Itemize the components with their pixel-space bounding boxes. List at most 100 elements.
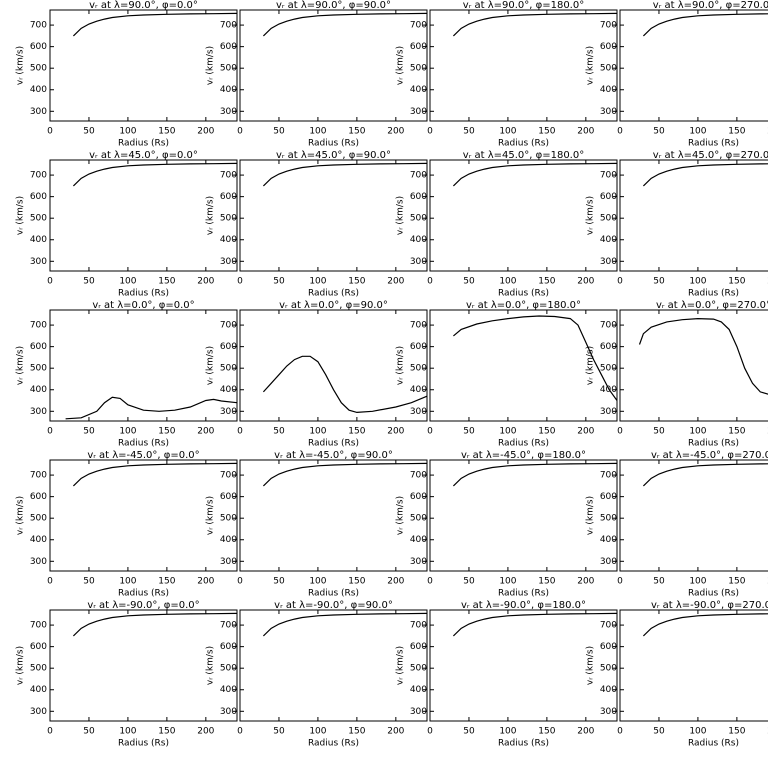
x-tick-label: 50	[653, 127, 665, 137]
x-tick-label: 200	[577, 427, 594, 437]
y-tick-label: 400	[600, 235, 617, 245]
x-tick-label: 150	[348, 127, 365, 137]
y-tick-label: 600	[220, 192, 237, 202]
data-line	[452, 612, 618, 637]
y-tick-label: 300	[600, 707, 617, 717]
y-tick-label: 500	[30, 64, 47, 74]
y-tick-label: 500	[410, 664, 427, 674]
x-tick-label: 150	[538, 427, 555, 437]
y-axis-label: vᵣ (km/s)	[586, 196, 596, 235]
y-tick-label: 700	[220, 21, 237, 31]
y-axis-label: vᵣ (km/s)	[16, 346, 26, 385]
y-tick-label: 400	[30, 535, 47, 545]
y-axis-label: vᵣ (km/s)	[586, 346, 596, 385]
y-tick-label: 500	[410, 214, 427, 224]
y-tick-label: 400	[30, 685, 47, 695]
x-tick-label: 100	[309, 127, 326, 137]
x-tick-label: 0	[427, 127, 433, 137]
x-tick-label: 50	[463, 577, 475, 587]
y-tick-label: 500	[220, 364, 237, 374]
panel-title: vᵣ at λ=0.0°, φ=0.0°	[92, 300, 194, 311]
plot-frame	[619, 9, 768, 122]
panel-title: vᵣ at λ=0.0°, φ=90.0°	[279, 300, 388, 311]
y-axis-label: vᵣ (km/s)	[16, 646, 26, 685]
data-line	[452, 12, 618, 37]
y-axis-label: vᵣ (km/s)	[206, 496, 216, 535]
y-tick-label: 400	[30, 385, 47, 395]
x-tick-label: 50	[273, 577, 285, 587]
x-tick-label: 0	[617, 127, 623, 137]
x-axis-label: Radius (Rs)	[118, 589, 169, 599]
y-tick-label: 400	[600, 685, 617, 695]
x-tick-label: 0	[237, 127, 243, 137]
plot-frame	[429, 309, 618, 422]
x-tick-label: 0	[427, 577, 433, 587]
panel-title: vᵣ at λ=-90.0°, φ=90.0°	[274, 600, 393, 611]
panel-title: vᵣ at λ=-90.0°, φ=0.0°	[87, 600, 199, 611]
x-axis-label: Radius (Rs)	[498, 439, 549, 449]
x-tick-label: 100	[499, 577, 516, 587]
y-tick-label: 700	[410, 21, 427, 31]
x-tick-label: 150	[348, 277, 365, 287]
x-tick-label: 200	[197, 727, 214, 737]
x-tick-label: 0	[617, 277, 623, 287]
y-tick-label: 600	[220, 642, 237, 652]
y-tick-label: 600	[600, 42, 617, 52]
data-line	[642, 613, 768, 637]
y-axis-label: vᵣ (km/s)	[206, 46, 216, 85]
y-tick-label: 500	[30, 214, 47, 224]
data-line	[453, 315, 618, 401]
x-tick-label: 100	[689, 277, 706, 287]
y-tick-label: 600	[410, 42, 427, 52]
x-tick-label: 50	[273, 427, 285, 437]
y-axis-label: vᵣ (km/s)	[396, 196, 406, 235]
x-tick-label: 150	[538, 577, 555, 587]
x-tick-label: 0	[237, 577, 243, 587]
data-line	[262, 162, 428, 187]
plot-frame	[49, 459, 238, 572]
x-tick-label: 150	[158, 577, 175, 587]
x-tick-label: 150	[728, 277, 745, 287]
x-tick-label: 200	[387, 127, 404, 137]
x-axis-label: Radius (Rs)	[308, 589, 359, 599]
plot-frame	[429, 9, 618, 122]
x-tick-label: 50	[653, 427, 665, 437]
panel-title: vᵣ at λ=0.0°, φ=270.0°	[656, 300, 768, 311]
y-axis-label: vᵣ (km/s)	[16, 46, 26, 85]
x-tick-label: 150	[158, 127, 175, 137]
x-axis-label: Radius (Rs)	[498, 139, 549, 149]
x-tick-label: 150	[728, 427, 745, 437]
y-tick-label: 600	[600, 192, 617, 202]
y-tick-label: 700	[30, 471, 47, 481]
y-tick-label: 700	[220, 171, 237, 181]
y-tick-label: 700	[600, 471, 617, 481]
y-tick-label: 700	[600, 171, 617, 181]
y-tick-label: 600	[410, 642, 427, 652]
data-line	[72, 612, 238, 637]
x-tick-label: 0	[47, 427, 53, 437]
plot-frame	[429, 609, 618, 722]
plot-frame	[619, 609, 768, 722]
x-tick-label: 0	[617, 427, 623, 437]
x-tick-label: 100	[119, 427, 136, 437]
y-tick-label: 300	[220, 707, 237, 717]
x-tick-label: 100	[499, 427, 516, 437]
y-tick-label: 600	[220, 492, 237, 502]
x-axis-label: Radius (Rs)	[308, 289, 359, 299]
data-line	[642, 13, 768, 37]
x-tick-label: 150	[158, 727, 175, 737]
x-axis-label: Radius (Rs)	[308, 739, 359, 749]
panel-title: vᵣ at λ=90.0°, φ=270.0°	[653, 0, 768, 11]
y-axis-label: vᵣ (km/s)	[586, 496, 596, 535]
y-tick-label: 500	[30, 664, 47, 674]
plot-frame	[239, 159, 428, 272]
y-axis-label: vᵣ (km/s)	[396, 346, 406, 385]
y-tick-label: 600	[410, 492, 427, 502]
x-axis-label: Radius (Rs)	[688, 589, 739, 599]
x-tick-label: 50	[273, 127, 285, 137]
y-tick-label: 700	[410, 171, 427, 181]
x-tick-label: 150	[348, 577, 365, 587]
y-tick-label: 300	[220, 407, 237, 417]
x-axis-label: Radius (Rs)	[688, 439, 739, 449]
